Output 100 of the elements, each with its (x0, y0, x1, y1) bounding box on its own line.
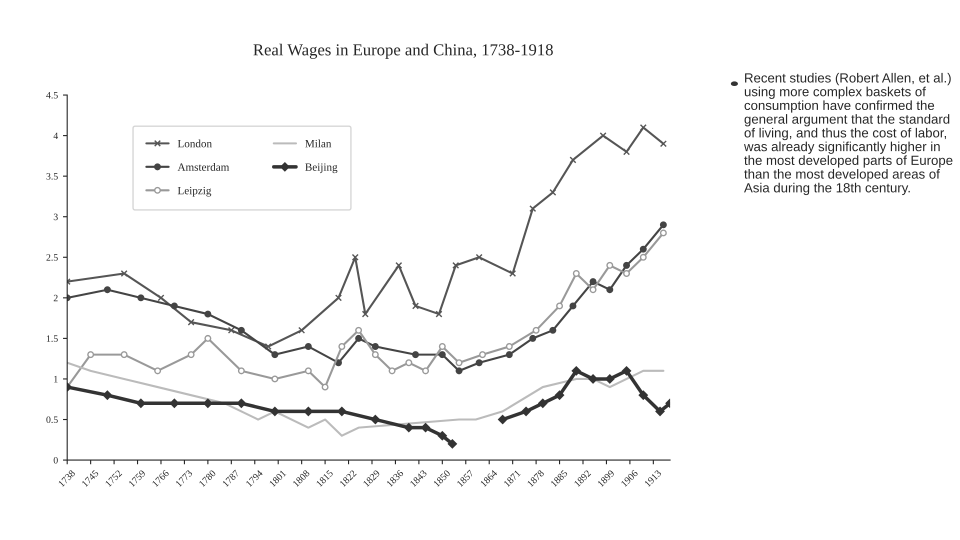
point (448, 439, 457, 448)
chart-title: Real Wages in Europe and China, 1738-1918 (253, 44, 553, 59)
point (304, 406, 313, 416)
point (549, 326, 556, 334)
point (158, 294, 164, 302)
point (322, 384, 329, 391)
point (372, 351, 379, 358)
point (476, 254, 483, 261)
point (640, 246, 647, 253)
point (120, 351, 128, 358)
point (655, 406, 665, 416)
point (532, 326, 540, 334)
y-tick-label: 2.5 (46, 254, 58, 261)
point (264, 343, 272, 350)
y-tick-label: 0.5 (46, 416, 58, 424)
point (456, 367, 463, 374)
point (569, 156, 576, 164)
point (104, 286, 111, 294)
point (590, 278, 597, 286)
point (352, 254, 359, 261)
point (102, 390, 112, 400)
point (238, 326, 245, 334)
y-tick-label: 4.5 (46, 92, 58, 99)
point (420, 423, 430, 432)
point (271, 351, 278, 358)
point (538, 398, 548, 408)
point (438, 351, 446, 358)
legend-label: Amsterdam (178, 163, 230, 171)
point (660, 140, 667, 148)
point (188, 351, 195, 358)
point (436, 310, 442, 318)
point (569, 302, 576, 310)
point (395, 262, 402, 269)
point (456, 359, 463, 366)
point (238, 367, 245, 374)
point (404, 423, 414, 432)
point (204, 310, 212, 318)
point (660, 221, 667, 228)
point (638, 390, 648, 400)
point (640, 254, 647, 261)
legend-label: Leipzig (178, 186, 212, 197)
point (640, 124, 647, 131)
x-tick-label: 1822 (339, 470, 357, 488)
point (204, 334, 212, 342)
point (623, 148, 630, 156)
point (622, 366, 632, 376)
point (623, 262, 630, 269)
point (506, 343, 513, 350)
point (120, 270, 128, 277)
y-tick-label: 1.5 (46, 335, 58, 342)
y-tick-label: 3.5 (46, 173, 58, 180)
point (438, 343, 446, 350)
x-tick-label: 1892 (574, 470, 592, 488)
point (509, 270, 516, 277)
point (154, 367, 162, 374)
point (388, 367, 396, 374)
point (304, 367, 312, 374)
y-tick-label: 0 (54, 456, 58, 464)
y-tick-label: 4 (54, 132, 58, 139)
point (87, 351, 94, 358)
point (137, 294, 144, 302)
legend-label: Milan (305, 140, 332, 148)
x-tick-label: 1773 (175, 470, 193, 488)
x-tick-label: 1913 (644, 470, 662, 488)
point (606, 286, 614, 294)
point (271, 375, 278, 382)
point (335, 294, 342, 302)
x-tick-label: 1759 (128, 470, 146, 488)
point (405, 359, 412, 366)
y-tick-label: 1 (54, 376, 58, 382)
point (362, 310, 369, 318)
point (572, 270, 580, 277)
point (521, 406, 531, 416)
point (588, 374, 598, 384)
x-tick-label: 1899 (597, 470, 615, 488)
point (438, 431, 447, 440)
point (370, 414, 380, 424)
text: Recent studies (Robert Allen, et al.) using more complex baskets of consumption have confirmed the general argument that the standard of living, and thus the cost of labor, was already significantly higher in the most developed parts of Europe than the most developed areas of Asia during the 18th century. (744, 72, 952, 196)
x-tick-label: 1850 (433, 470, 451, 488)
x-tick-label: 1752 (104, 470, 122, 488)
point (188, 318, 195, 326)
point (355, 326, 362, 334)
point (600, 132, 607, 140)
point (498, 414, 508, 424)
x-tick-label: 1829 (362, 470, 380, 488)
point (337, 406, 346, 416)
x-tick-label: 1871 (503, 470, 521, 488)
y-tick-label: 3 (54, 214, 58, 220)
point (304, 343, 312, 350)
point (412, 351, 420, 358)
line-series (67, 362, 664, 437)
point (338, 343, 346, 350)
y-tick-label: 2 (54, 294, 58, 302)
point (572, 366, 581, 376)
point (270, 406, 280, 416)
point (556, 302, 564, 310)
point (660, 229, 667, 236)
point (298, 326, 306, 334)
point (623, 270, 630, 277)
legend-label: Beijing (305, 163, 338, 174)
